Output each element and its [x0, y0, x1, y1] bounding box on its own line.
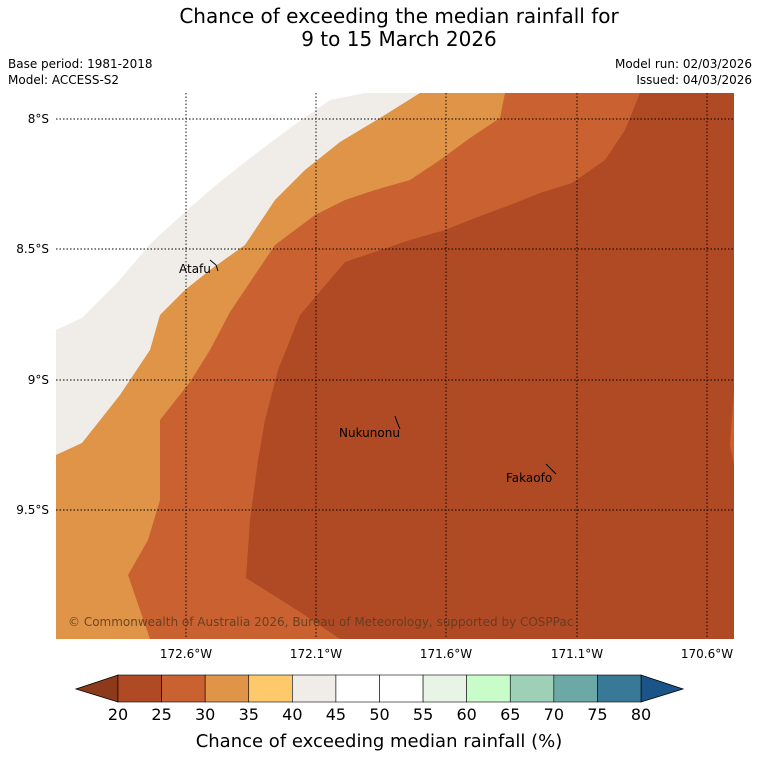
colorbar-tick-label: 55 — [413, 705, 433, 724]
place-labels: Atafu Nukunonu Fakaofo — [179, 262, 552, 485]
base-period-text: Base period: 1981-2018 — [8, 57, 153, 71]
colorbar-segment — [292, 674, 337, 703]
meta-right: Model run: 02/03/2026 Issued: 04/03/2026 — [615, 56, 752, 88]
lat-labels: 8°S 8.5°S 9°S 9.5°S — [16, 112, 49, 517]
colorbar-under-arrow — [74, 674, 119, 703]
colorbar-tick-label: 70 — [544, 705, 564, 724]
colorbar-label: Chance of exceeding median rainfall (%) — [196, 731, 563, 752]
lon-label-171-6w: 171.6°W — [420, 647, 472, 661]
meta-left: Base period: 1981-2018 Model: ACCESS-S2 — [8, 56, 153, 88]
colorbar-segment — [422, 674, 467, 703]
issued-text: Issued: 04/03/2026 — [636, 73, 752, 87]
colorbar-segment — [553, 674, 598, 703]
colorbar-segment — [117, 674, 162, 703]
colorbar-tick-label: 50 — [369, 705, 389, 724]
colorbar-segment — [204, 674, 250, 703]
atolls — [209, 259, 557, 475]
colorbar-segment — [248, 674, 293, 703]
colorbar-over-arrow — [640, 674, 685, 703]
atafu-outline — [209, 259, 219, 272]
colorbar-segment — [597, 674, 642, 703]
colorbar-segment — [466, 674, 511, 703]
lat-label-8-5s: 8.5°S — [16, 242, 49, 256]
colorbar-tick-label: 80 — [631, 705, 651, 724]
lon-labels: 172.6°W 172.1°W 171.6°W 171.1°W 170.6°W — [160, 647, 733, 661]
colorbar-tick-label: 25 — [151, 705, 171, 724]
fakaofo-outline — [545, 463, 557, 475]
lat-label-9-5s: 9.5°S — [16, 503, 49, 517]
lon-label-172-6w: 172.6°W — [160, 647, 212, 661]
colorbar-tick-label: 40 — [282, 705, 302, 724]
colorbar-tick-label: 35 — [239, 705, 259, 724]
colorbar-segment — [509, 674, 555, 703]
model-run-text: Model run: 02/03/2026 — [614, 57, 752, 71]
colorbar-segment — [161, 674, 206, 703]
title-line-2: 9 to 15 March 2026 — [301, 27, 497, 51]
colorbar-segment — [379, 674, 424, 703]
copyright-text: © Commonwealth of Australia 2026, Bureau… — [68, 615, 573, 629]
colorbar-segment — [335, 674, 380, 703]
contour-20-25 — [246, 93, 734, 639]
colorbar-tick-label: 60 — [456, 705, 476, 724]
graticule — [56, 93, 734, 639]
colorbar: 20 25 30 35 40 45 50 55 60 65 70 75 80 Chance of exc… — [74, 674, 685, 752]
nukunonu-outline — [394, 415, 401, 430]
rainfall-contours — [56, 93, 734, 639]
map-title: Chance of exceeding the median rainfall … — [0, 5, 758, 51]
colorbar-ticks: 20 25 30 35 40 45 50 55 60 65 70 75 80 — [108, 705, 651, 724]
model-text: Model: ACCESS-S2 — [8, 73, 120, 87]
place-label-atafu: Atafu — [179, 262, 211, 276]
title-line-1: Chance of exceeding the median rainfall … — [179, 4, 619, 28]
colorbar-segments — [117, 674, 642, 703]
place-label-fakaofo: Fakaofo — [506, 471, 552, 485]
colorbar-tick-label: 65 — [500, 705, 520, 724]
colorbar-tick-label: 30 — [195, 705, 215, 724]
lat-label-8s: 8°S — [28, 112, 49, 126]
place-label-nukunonu: Nukunonu — [339, 426, 400, 440]
colorbar-tick-label: 75 — [587, 705, 607, 724]
lat-label-9s: 9°S — [28, 373, 49, 387]
lon-label-172-1w: 172.1°W — [290, 647, 342, 661]
lon-label-171-1w: 171.1°W — [551, 647, 603, 661]
colorbar-tick-label: 45 — [326, 705, 346, 724]
lon-label-170-6w: 170.6°W — [681, 647, 733, 661]
colorbar-tick-label: 20 — [108, 705, 128, 724]
